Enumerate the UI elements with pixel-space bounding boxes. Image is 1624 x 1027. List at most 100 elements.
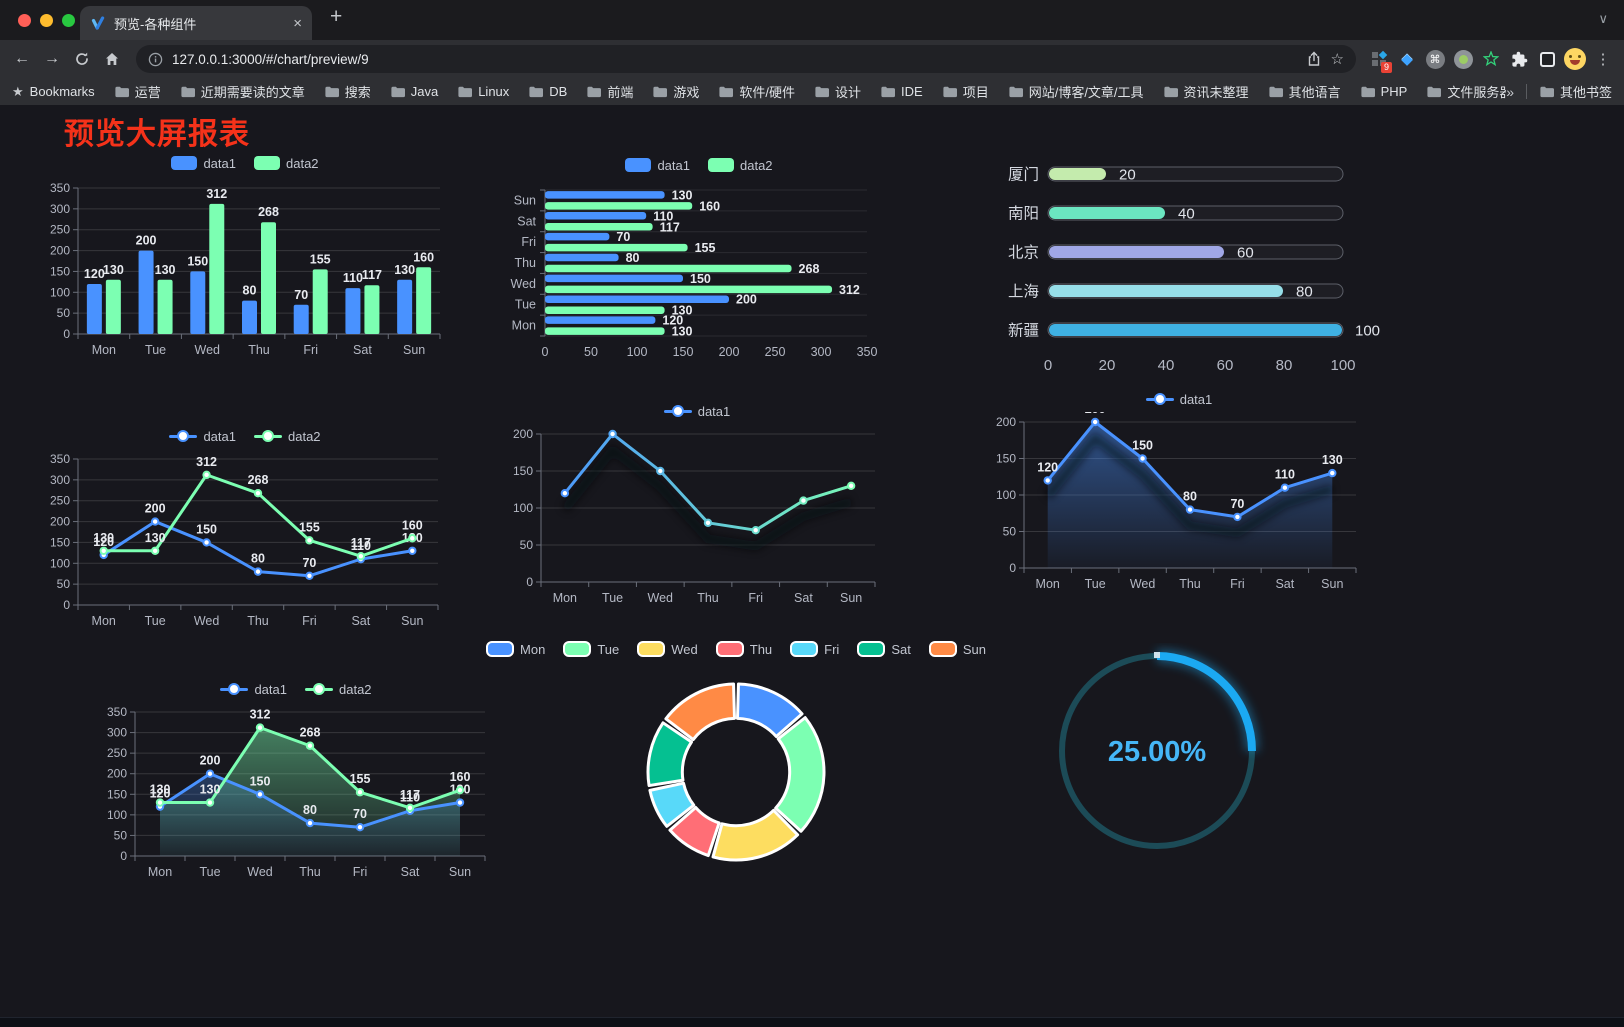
bar-data1[interactable] bbox=[545, 253, 619, 262]
bar-data1[interactable] bbox=[545, 295, 729, 303]
chart-canvas[interactable]: 0 50 100 150 200 250 300 350 Mon Tue Wed Thu Fri Sat S… bbox=[95, 702, 497, 888]
legend-item-data1[interactable]: data1 bbox=[1145, 392, 1212, 407]
bar-data2[interactable] bbox=[545, 306, 665, 314]
bookmark-folder[interactable]: 文件服务器 bbox=[1426, 82, 1506, 101]
bar-data2[interactable] bbox=[545, 243, 688, 252]
legend-item-data1[interactable]: data1 bbox=[171, 156, 236, 171]
legend-item-Mon[interactable]: Mon bbox=[486, 641, 545, 657]
chart-canvas[interactable]: 0 50 100 150 200 250 300 350 Mon Tue Wed Thu Fri Sat S… bbox=[40, 176, 450, 368]
bar-data1[interactable] bbox=[545, 274, 683, 283]
progress-bar-厦门[interactable] bbox=[1049, 168, 1106, 180]
bar-data2[interactable] bbox=[545, 202, 693, 210]
reader-extension-icon[interactable] bbox=[1534, 46, 1560, 72]
bar-data1[interactable] bbox=[545, 232, 610, 241]
bar-data2[interactable] bbox=[209, 203, 225, 334]
chart-canvas[interactable]: 0 50 100 150 200 Mon Tue Wed Thu Fri Sat Sun bbox=[503, 424, 891, 610]
pie-slice-Fri[interactable] bbox=[648, 781, 696, 828]
bookmark-folder[interactable]: Linux bbox=[457, 82, 509, 101]
legend-item-Sun[interactable]: Sun bbox=[928, 641, 986, 657]
pie-slice-Tue[interactable] bbox=[774, 716, 826, 833]
bookmark-folder[interactable]: 游戏 bbox=[652, 82, 699, 101]
bookmark-folder[interactable]: DB bbox=[528, 82, 567, 101]
chart-canvas[interactable]: 25.00% bbox=[1044, 643, 1270, 863]
gem-extension-icon[interactable]: ◆ bbox=[1401, 51, 1413, 68]
bar-data2[interactable] bbox=[261, 222, 276, 334]
bar-data2[interactable] bbox=[312, 269, 328, 334]
proxy-extension-icon[interactable]: 9 bbox=[1366, 46, 1392, 73]
legend-item-data1[interactable]: data1 bbox=[220, 682, 287, 697]
bookmark-folder[interactable]: 网站/博客/文章/工具 bbox=[1008, 82, 1144, 101]
pie-slice-Thu[interactable] bbox=[668, 805, 721, 858]
address-bar[interactable]: 127.0.0.1:3000/#/chart/preview/9 ☆ bbox=[136, 45, 1356, 73]
bar-data1[interactable] bbox=[293, 304, 309, 334]
bar-data2[interactable] bbox=[545, 285, 833, 294]
legend-item-data1[interactable]: data1 bbox=[625, 158, 690, 173]
legend-item-data2[interactable]: data2 bbox=[305, 682, 372, 697]
legend-item-Tue[interactable]: Tue bbox=[563, 641, 619, 657]
bar-data2[interactable] bbox=[157, 279, 173, 334]
bookmark-folder[interactable]: 近期需要读的文章 bbox=[180, 82, 305, 101]
legend-item-data2[interactable]: data2 bbox=[254, 429, 321, 444]
legend-item-data1[interactable]: data1 bbox=[663, 404, 730, 419]
reload-button[interactable] bbox=[68, 45, 96, 73]
profile-avatar[interactable] bbox=[1562, 46, 1588, 72]
legend-item-Sat[interactable]: Sat bbox=[857, 641, 911, 657]
back-button[interactable]: ← bbox=[14, 50, 30, 67]
bookmark-folder[interactable]: Java bbox=[390, 82, 438, 101]
bar-data2[interactable] bbox=[105, 279, 121, 334]
pie-slice-Mon[interactable] bbox=[735, 682, 804, 739]
bar-data1[interactable] bbox=[397, 279, 413, 334]
bookmarks-overflow-chevron[interactable]: » bbox=[1506, 83, 1514, 100]
url-text[interactable]: 127.0.0.1:3000/#/chart/preview/9 bbox=[172, 51, 369, 67]
tab-search-chevron-icon[interactable]: ∨ bbox=[1598, 11, 1608, 26]
bar-data2[interactable] bbox=[364, 285, 380, 334]
bar-data2[interactable] bbox=[545, 223, 653, 231]
pie-slice-Wed[interactable] bbox=[711, 808, 800, 862]
forward-button[interactable]: → bbox=[44, 50, 60, 67]
star-extension-icon[interactable] bbox=[1478, 46, 1504, 72]
bookmark-folder[interactable]: 项目 bbox=[942, 82, 989, 101]
command-extension-icon[interactable]: ⌘ bbox=[1422, 46, 1448, 72]
bar-data1[interactable] bbox=[545, 191, 665, 199]
pie-slice-Sat[interactable] bbox=[646, 721, 693, 788]
chart-canvas[interactable] bbox=[540, 662, 932, 890]
new-tab-button[interactable]: + bbox=[330, 5, 343, 28]
bar-data2[interactable] bbox=[545, 264, 792, 273]
chart-canvas[interactable]: 0 50 100 150 200 250 300 350 Sun Sat Fri Thu Wed Tue M… bbox=[503, 178, 895, 368]
progress-bar-上海[interactable] bbox=[1049, 285, 1283, 297]
legend-item-Wed[interactable]: Wed bbox=[637, 641, 698, 657]
close-tab-icon[interactable]: × bbox=[293, 14, 302, 32]
bookmark-star-icon[interactable]: ☆ bbox=[1330, 51, 1344, 68]
minimize-window-button[interactable] bbox=[40, 14, 53, 27]
legend-item-data1[interactable]: data1 bbox=[169, 429, 236, 444]
chart-canvas[interactable]: 0 50 100 150 200 Mon Tue Wed Thu Fri Sat Sun 120 200 1… bbox=[986, 402, 1372, 596]
legend-item-data2[interactable]: data2 bbox=[708, 158, 773, 173]
legend-item-Thu[interactable]: Thu bbox=[715, 641, 772, 657]
bar-data1[interactable] bbox=[86, 283, 102, 334]
bar-data1[interactable] bbox=[190, 271, 206, 334]
browser-menu-icon[interactable]: ⋮ bbox=[1595, 51, 1611, 68]
progress-bar-南阳[interactable] bbox=[1049, 207, 1165, 219]
chart-canvas[interactable]: 0 50 100 150 200 250 300 350 Mon Tue Wed Thu Fri Sat S… bbox=[40, 449, 450, 637]
bookmark-folder[interactable]: 前端 bbox=[586, 82, 633, 101]
zoom-window-button[interactable] bbox=[62, 14, 75, 27]
pie-slice-Sun[interactable] bbox=[664, 682, 737, 742]
recorder-extension-icon[interactable] bbox=[1450, 46, 1476, 72]
bookmark-folder[interactable]: 运营 bbox=[114, 82, 161, 101]
bar-data1[interactable] bbox=[545, 316, 656, 324]
bar-data2[interactable] bbox=[416, 267, 432, 334]
bar-data1[interactable] bbox=[138, 250, 154, 334]
bookmark-folder[interactable]: 搜索 bbox=[324, 82, 371, 101]
bar-data1[interactable] bbox=[345, 288, 361, 334]
bookmark-folder[interactable]: 软件/硬件 bbox=[718, 82, 795, 101]
progress-bar-新疆[interactable] bbox=[1049, 324, 1342, 336]
bookmark-folder[interactable]: PHP bbox=[1360, 82, 1407, 101]
home-button[interactable] bbox=[98, 45, 126, 73]
bookmark-folder[interactable]: 设计 bbox=[814, 82, 861, 101]
bookmark-folder[interactable]: IDE bbox=[880, 82, 923, 101]
browser-tab[interactable]: 预览-各种组件 × bbox=[80, 6, 312, 40]
site-info-icon[interactable] bbox=[148, 52, 163, 67]
share-icon[interactable] bbox=[1306, 51, 1322, 67]
gauge-progress-arc[interactable] bbox=[1156, 652, 1256, 752]
bookmark-folder[interactable]: 资讯未整理 bbox=[1163, 82, 1249, 101]
